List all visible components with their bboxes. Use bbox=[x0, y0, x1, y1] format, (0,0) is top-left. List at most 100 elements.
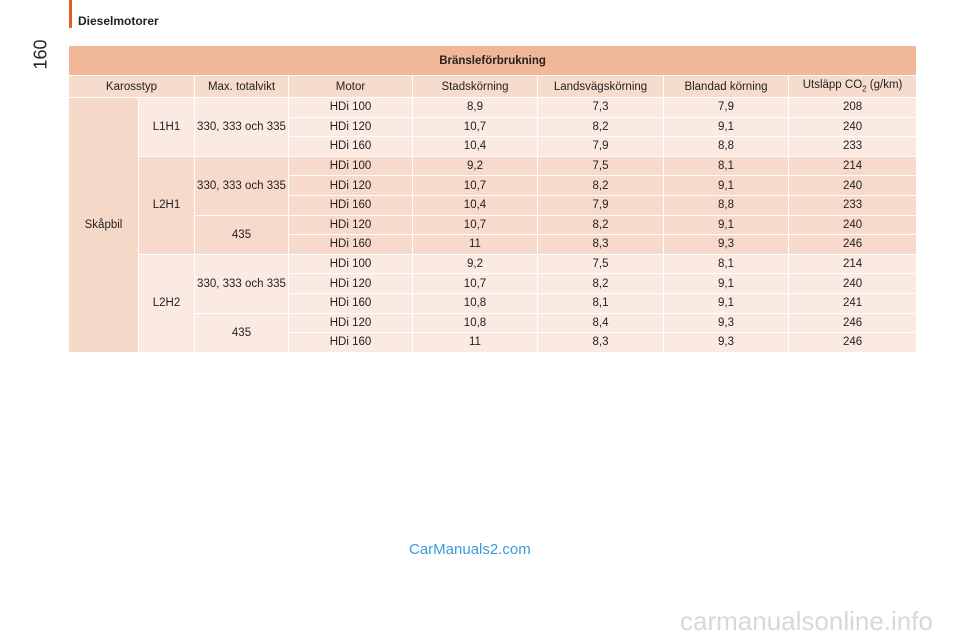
cell: 7,5 bbox=[537, 155, 664, 177]
cell: 246 bbox=[787, 312, 918, 334]
cell: 208 bbox=[787, 97, 918, 118]
cell: HDi 120 bbox=[288, 214, 413, 236]
cell: 10,7 bbox=[412, 214, 538, 236]
consumption-table: Bränsleförbrukning Karosstyp Max. totalvik… bbox=[67, 45, 918, 353]
weight: 435 bbox=[194, 214, 289, 255]
cell: 9,2 bbox=[412, 155, 538, 177]
cell: 8,8 bbox=[663, 136, 789, 157]
group-name: L2H1 bbox=[138, 155, 195, 255]
cell: 233 bbox=[787, 136, 918, 157]
data-row: HDi 120 10,7 8,2 9,1 240 bbox=[69, 175, 918, 196]
header-subscript: 2 bbox=[862, 84, 867, 94]
data-row: 435 HDi 120 10,8 8,4 9,3 246 bbox=[69, 312, 918, 353]
cell: 8,2 bbox=[537, 214, 664, 236]
data-row: L2H1 330, 333 och 335 HDi 100 9,2 7,5 8,1 214 bbox=[69, 155, 918, 255]
cell: 10,7 bbox=[412, 175, 538, 196]
watermark: carmanualsonline.info bbox=[680, 606, 933, 636]
cell: 240 bbox=[787, 273, 918, 294]
cell: 233 bbox=[787, 194, 918, 216]
data-row: HDi 120 10,7 8,2 9,1 240 bbox=[69, 273, 918, 294]
data-row: L2H2 330, 333 och 335 HDi 100 9,2 7,5 8,1 214 bbox=[69, 253, 918, 353]
cell: 9,1 bbox=[663, 116, 789, 138]
cell: HDi 120 bbox=[288, 273, 413, 294]
watermark: CarManuals2.com bbox=[409, 541, 531, 558]
section-title: Dieselmotorer bbox=[78, 14, 159, 28]
cell: 8,2 bbox=[537, 175, 664, 196]
cell: 240 bbox=[787, 116, 918, 138]
cell: 10,8 bbox=[412, 312, 538, 334]
weight: 330, 333 och 335 bbox=[194, 253, 289, 314]
column-header: Motor bbox=[288, 75, 413, 98]
cell: 7,3 bbox=[537, 97, 664, 118]
cell: 9,2 bbox=[412, 253, 538, 275]
column-header: Karosstyp bbox=[68, 75, 195, 98]
cell: 9,1 bbox=[663, 273, 789, 294]
cell: 7,5 bbox=[537, 253, 664, 275]
data-row: 435 HDi 120 10,7 8,2 9,1 240 bbox=[69, 214, 918, 255]
cell: HDi 100 bbox=[288, 97, 413, 118]
body-type: Skåpbil bbox=[68, 97, 139, 353]
cell: HDi 100 bbox=[288, 155, 413, 177]
cell: HDi 160 bbox=[288, 332, 413, 353]
data-row: HDi 120 10,7 8,2 9,1 240 bbox=[69, 116, 918, 138]
cell: 8,3 bbox=[537, 332, 664, 353]
cell: HDi 160 bbox=[288, 292, 413, 314]
cell: 11 bbox=[412, 332, 538, 353]
cell: HDi 160 bbox=[288, 136, 413, 157]
weight: 435 bbox=[194, 312, 289, 353]
cell: 214 bbox=[787, 253, 918, 275]
table-title: Bränsleförbrukning bbox=[67, 45, 918, 76]
cell: 246 bbox=[787, 332, 918, 353]
cell: 10,7 bbox=[412, 116, 538, 138]
cell: 9,3 bbox=[663, 234, 789, 255]
cell: 8,9 bbox=[412, 97, 538, 118]
header-unit: (g/km) bbox=[869, 79, 903, 92]
cell: 214 bbox=[787, 155, 918, 177]
cell: 9,3 bbox=[663, 332, 789, 353]
cell: 11 bbox=[412, 234, 538, 255]
column-header: Landsvägskörning bbox=[537, 75, 664, 98]
cell: 7,9 bbox=[663, 97, 789, 118]
group-name: L2H2 bbox=[138, 253, 195, 353]
cell: 7,9 bbox=[537, 136, 664, 157]
data-row: HDi 160 11 8,3 9,3 246 bbox=[69, 332, 918, 353]
cell: 8,3 bbox=[537, 234, 664, 255]
cell: 9,1 bbox=[663, 214, 789, 236]
cell: 246 bbox=[787, 234, 918, 255]
page-number: 160 bbox=[30, 39, 51, 70]
cell: 10,7 bbox=[412, 273, 538, 294]
weight: 330, 333 och 335 bbox=[194, 97, 289, 157]
cell: 9,1 bbox=[663, 175, 789, 196]
data-row: Skåpbil L1H1 330, 333 och 335 HDi 100 8,9 7,3… bbox=[68, 97, 918, 353]
data-row: HDi 160 11 8,3 9,3 246 bbox=[69, 234, 918, 255]
cell: 9,3 bbox=[663, 312, 789, 334]
cell: 8,1 bbox=[663, 253, 789, 275]
cell: 10,8 bbox=[412, 292, 538, 314]
accent-bar bbox=[69, 0, 72, 28]
title-row: Bränsleförbrukning bbox=[67, 45, 918, 76]
cell: 9,1 bbox=[663, 292, 789, 314]
cell: HDi 160 bbox=[288, 194, 413, 216]
cell: HDi 120 bbox=[288, 116, 413, 138]
cell: 8,8 bbox=[663, 194, 789, 216]
header-row: Karosstyp Max. totalvikt Motor Stadskörning… bbox=[68, 75, 918, 98]
cell: 8,2 bbox=[537, 273, 664, 294]
group-name: L1H1 bbox=[138, 97, 195, 157]
cell: 8,4 bbox=[537, 312, 664, 334]
cell: 8,1 bbox=[663, 155, 789, 177]
cell: 7,9 bbox=[537, 194, 664, 216]
cell: HDi 100 bbox=[288, 253, 413, 275]
data-row: HDi 160 10,4 7,9 8,8 233 bbox=[69, 194, 918, 216]
cell: 10,4 bbox=[412, 136, 538, 157]
column-header: Max. totalvikt bbox=[194, 75, 289, 98]
cell: HDi 160 bbox=[288, 234, 413, 255]
column-header: Blandad körning bbox=[663, 75, 789, 98]
cell: 8,2 bbox=[537, 116, 664, 138]
cell: 240 bbox=[787, 214, 918, 236]
column-header: Stadskörning bbox=[412, 75, 538, 98]
header-text: Utsläpp CO bbox=[802, 79, 863, 92]
weight: 330, 333 och 335 bbox=[194, 155, 289, 216]
cell: 10,4 bbox=[412, 194, 538, 216]
cell: HDi 120 bbox=[288, 312, 413, 334]
